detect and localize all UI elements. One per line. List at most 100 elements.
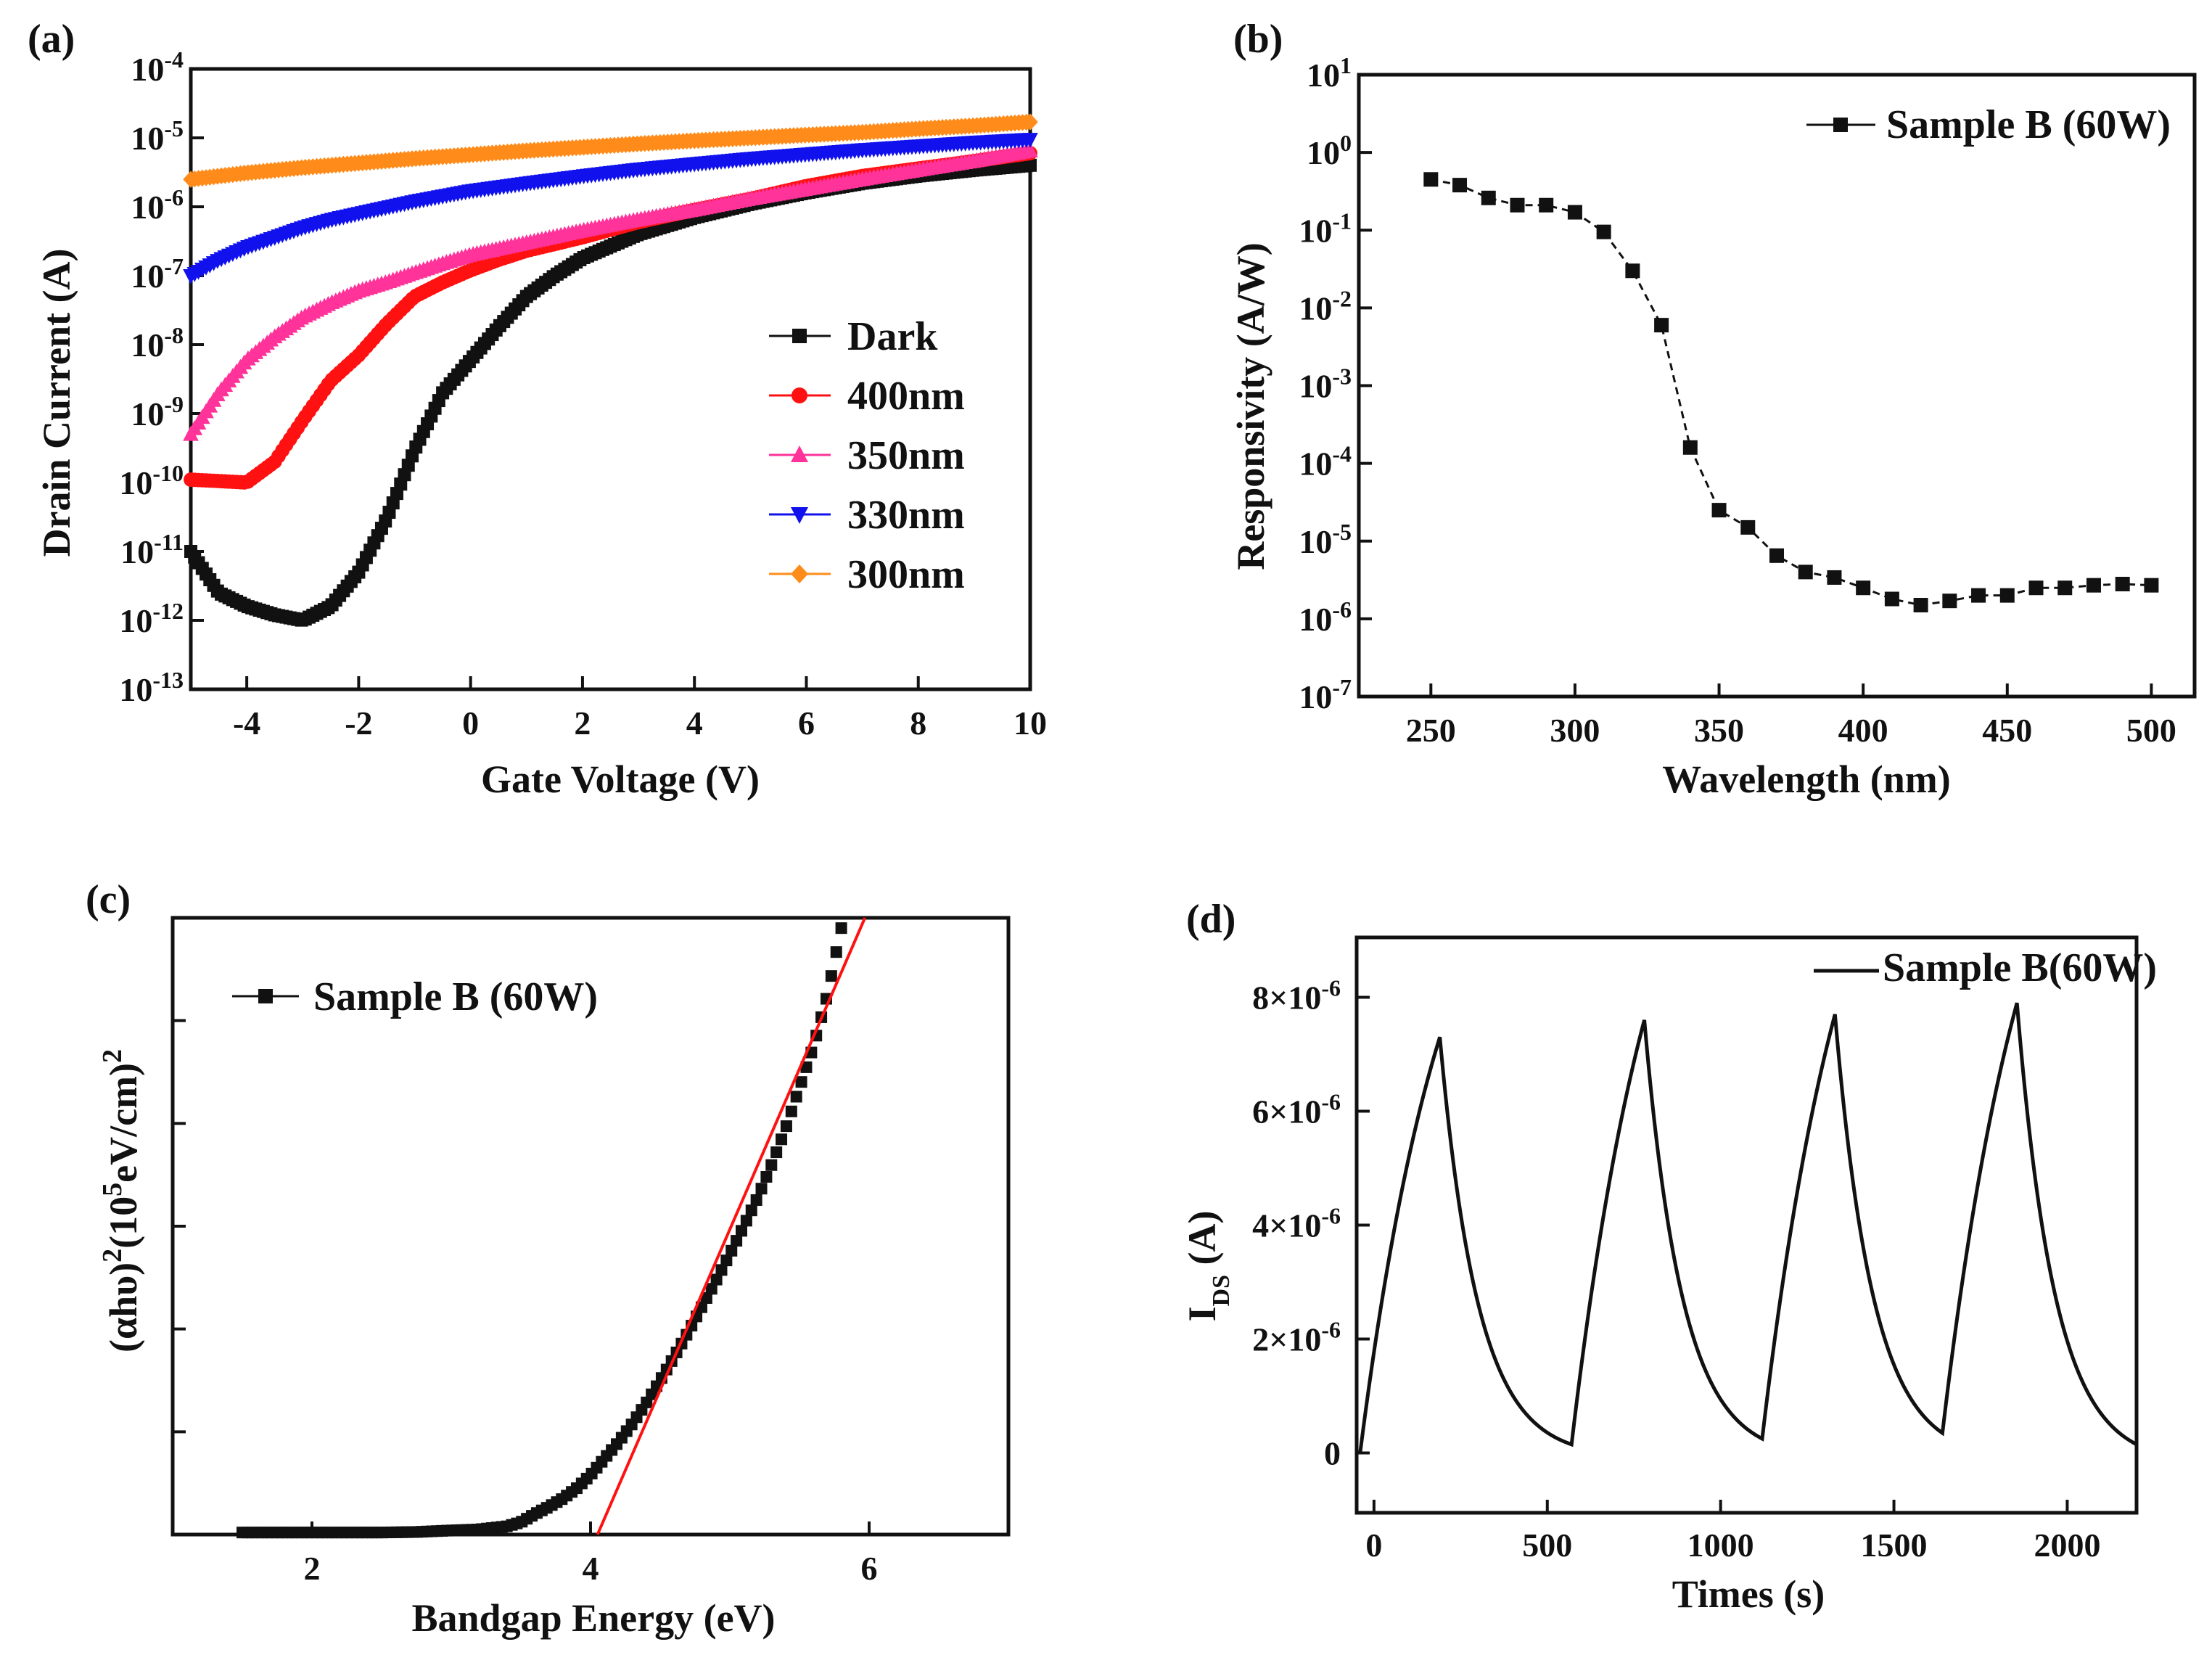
data-point [745, 1204, 757, 1217]
x-tick-label: 10 [1014, 705, 1047, 742]
y-tick-label: 101 [1307, 52, 1352, 94]
data-point [1024, 158, 1037, 172]
data-point [731, 1235, 743, 1247]
legend-label: Sample B (60W) [1886, 102, 2171, 147]
y-tick-label: 10-11 [120, 529, 184, 570]
data-point [776, 1133, 788, 1146]
series-line [1431, 178, 2152, 607]
tick-exponent: 0 [1340, 130, 1352, 156]
tick-exponent: -4 [1332, 441, 1352, 467]
tick-exponent: -13 [152, 667, 184, 693]
data-point [1022, 133, 1038, 148]
y-label-unit: (A) [1180, 1211, 1224, 1275]
y-label-sup-1: 2 [97, 1249, 128, 1262]
series-330nm [183, 133, 1038, 284]
tick-exponent: -6 [1321, 1088, 1341, 1114]
data-point [715, 1264, 728, 1276]
data-point [765, 1159, 778, 1171]
y-tick-label: 10-10 [119, 460, 184, 501]
y-tick-label: 100 [1307, 130, 1352, 171]
panel-b-x-axis-label: Wavelength (nm) [1662, 757, 1951, 801]
panel-b-y-axis-label: Responsivity (A/W) [1229, 242, 1272, 570]
tick-base: 10 [120, 533, 154, 570]
data-point [1971, 588, 1986, 603]
y-tick-label: 10-5 [131, 115, 184, 157]
data-point [2057, 580, 2073, 596]
legend-label: 330nm [847, 493, 965, 538]
x-tick-label: 2 [574, 705, 591, 742]
data-point [795, 1076, 807, 1088]
data-point [1539, 197, 1554, 213]
tick-base: 10 [1307, 57, 1340, 94]
tick-exponent: -7 [1332, 674, 1352, 700]
y-label-sub: DS [1208, 1275, 1235, 1306]
x-tick-label: 500 [2126, 712, 2176, 749]
tick-base: 10 [1307, 134, 1340, 171]
series-Sample B (60W) [237, 922, 847, 1539]
tick-exponent: -7 [164, 253, 184, 279]
data-point [2028, 580, 2044, 596]
data-point [830, 946, 842, 958]
panel-b-frame [1357, 73, 2197, 699]
data-point [780, 1120, 792, 1133]
y-tick-label: 4×10-6 [1252, 1203, 1341, 1244]
tick-exponent: -4 [164, 46, 184, 73]
panel-c-plot-area: 2 4 6 [170, 916, 1011, 1587]
tick-exponent: -2 [1332, 285, 1352, 311]
x-tick-label: 0 [462, 705, 479, 742]
tick-base: 10 [131, 327, 164, 364]
y-label-main: I [1180, 1306, 1224, 1321]
x-tick-label: 1000 [1687, 1527, 1754, 1564]
panel-d-legend: Sample B(60W) [1814, 945, 2157, 990]
data-point [1884, 591, 1899, 607]
tick-exponent: -6 [1321, 1317, 1341, 1343]
x-tick-label: 250 [1406, 712, 1456, 749]
data-point [1452, 178, 1468, 193]
tick-exponent: -11 [154, 529, 184, 555]
data-point [1913, 598, 1928, 613]
tick-base: 10 [119, 671, 152, 708]
panel-c-legend: Sample B (60W) [232, 974, 598, 1019]
x-tick-label: 6 [861, 1550, 878, 1587]
panel-d-label: (d) [1186, 897, 1235, 942]
y-label-part-2: (10 [102, 1196, 145, 1249]
y-tick-label: 10-7 [1299, 674, 1352, 715]
tick-base: 10 [131, 395, 164, 432]
x-tick-label: 2 [304, 1550, 321, 1587]
tick-exponent: -5 [1332, 519, 1352, 545]
panel-b-legend: Sample B (60W) [1806, 102, 2171, 147]
panel-c-y-axis-label: (αhυ)2(105eV/cm)2 [97, 1049, 145, 1352]
data-point [1596, 224, 1611, 239]
y-tick-label: 10-1 [1299, 208, 1352, 249]
data-point [760, 1171, 773, 1183]
tick-mantissa: 8×10 [1252, 979, 1321, 1016]
panel-c-label: (c) [86, 877, 131, 922]
tick-base: 10 [131, 258, 164, 295]
panel-d-x-axis-label: Times (s) [1672, 1572, 1825, 1616]
panel-a-x-axis-label: Gate Voltage (V) [481, 757, 760, 801]
legend-marker [791, 445, 808, 462]
data-point [790, 1091, 802, 1103]
data-point [825, 970, 837, 982]
data-point [1942, 594, 1957, 609]
y-tick-label: 10-4 [131, 46, 184, 88]
y-tick-label: 10-2 [1299, 285, 1352, 327]
data-point [835, 922, 847, 935]
data-point [725, 1244, 738, 1257]
panel-a-frame [189, 67, 1032, 691]
y-tick-label: 10-12 [119, 598, 184, 639]
panel-a: (a) -4 -2 0 2 4 6 8 1010-410-510-610-710-810-91… [28, 17, 1047, 801]
data-point [2115, 576, 2130, 591]
legend-marker [792, 387, 807, 403]
y-tick-label: 0 [1324, 1435, 1341, 1472]
x-tick-label: 4 [583, 1550, 599, 1587]
data-point [1798, 564, 1813, 580]
tick-base: 10 [119, 602, 152, 639]
panel-d: (d) 0 500 1000 1500 200002×10-64×10-66×10-68… [1180, 897, 2157, 1616]
legend-marker [1833, 118, 1848, 132]
data-point [1999, 588, 2015, 603]
tick-exponent: -6 [1321, 1203, 1341, 1229]
tick-exponent: -10 [152, 460, 184, 486]
